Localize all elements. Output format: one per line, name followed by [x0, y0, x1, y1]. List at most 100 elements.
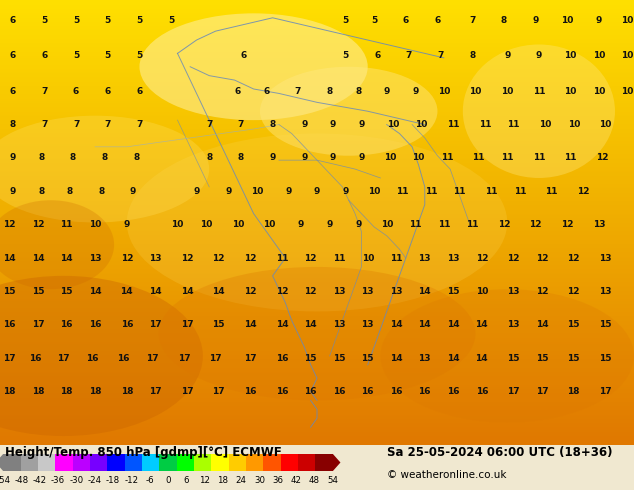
Text: 10: 10: [501, 87, 514, 96]
Text: 18: 18: [32, 387, 44, 396]
Text: -24: -24: [87, 476, 102, 486]
Text: 13: 13: [361, 320, 374, 329]
Text: 9: 9: [327, 220, 333, 229]
Text: 14: 14: [447, 320, 460, 329]
Text: 5: 5: [371, 16, 377, 24]
Text: 14: 14: [181, 287, 193, 296]
Text: 17: 17: [3, 354, 16, 363]
Text: 9: 9: [314, 187, 320, 196]
Text: 12: 12: [304, 287, 317, 296]
Text: 14: 14: [60, 253, 73, 263]
Text: 15: 15: [447, 287, 460, 296]
Bar: [246, 454, 264, 471]
Text: © weatheronline.co.uk: © weatheronline.co.uk: [387, 470, 506, 480]
Text: 15: 15: [361, 354, 374, 363]
Text: 7: 7: [206, 120, 212, 129]
Text: 11: 11: [447, 120, 460, 129]
Text: 9: 9: [342, 187, 349, 196]
Text: 54: 54: [327, 476, 339, 486]
Text: 9: 9: [504, 51, 510, 60]
Text: 6: 6: [105, 87, 111, 96]
Text: 11: 11: [533, 153, 545, 163]
Bar: [38, 454, 55, 471]
Text: 9: 9: [285, 187, 292, 196]
Bar: [281, 454, 298, 471]
Text: 18: 18: [60, 387, 73, 396]
Text: 16: 16: [117, 354, 130, 363]
Text: 14: 14: [244, 320, 257, 329]
Text: 15: 15: [304, 354, 317, 363]
Text: 11: 11: [409, 220, 422, 229]
Text: 9: 9: [358, 153, 365, 163]
Text: 16: 16: [276, 387, 288, 396]
Text: 17: 17: [599, 387, 612, 396]
Text: 13: 13: [507, 320, 520, 329]
Text: 17: 17: [209, 354, 222, 363]
Text: 11: 11: [276, 253, 288, 263]
Text: 12: 12: [3, 220, 16, 229]
Text: Height/Temp. 850 hPa [gdmp][°C] ECMWF: Height/Temp. 850 hPa [gdmp][°C] ECMWF: [5, 446, 282, 459]
Text: 6: 6: [241, 51, 247, 60]
Text: 9: 9: [10, 153, 16, 163]
Text: 8: 8: [101, 153, 108, 163]
Text: 9: 9: [10, 187, 16, 196]
Text: 10: 10: [599, 120, 612, 129]
Text: 14: 14: [149, 287, 162, 296]
Text: 11: 11: [60, 220, 73, 229]
Text: 16: 16: [476, 387, 488, 396]
Text: 12: 12: [32, 220, 44, 229]
Text: 16: 16: [361, 387, 374, 396]
Text: 12: 12: [181, 253, 193, 263]
Text: 5: 5: [41, 16, 48, 24]
Text: 16: 16: [390, 387, 403, 396]
Ellipse shape: [0, 200, 114, 289]
Text: 11: 11: [453, 187, 466, 196]
Bar: [177, 454, 194, 471]
Text: 12: 12: [244, 253, 257, 263]
Text: 7: 7: [41, 120, 48, 129]
Text: 14: 14: [536, 320, 548, 329]
Ellipse shape: [127, 133, 507, 312]
Text: 8: 8: [327, 87, 333, 96]
Text: 8: 8: [38, 153, 44, 163]
Text: 12: 12: [567, 287, 580, 296]
Text: 14: 14: [447, 354, 460, 363]
Text: 12: 12: [244, 287, 257, 296]
Ellipse shape: [260, 67, 437, 156]
Text: 5: 5: [105, 16, 111, 24]
Text: 15: 15: [32, 287, 44, 296]
Text: 7: 7: [437, 51, 444, 60]
Text: 17: 17: [149, 387, 162, 396]
Text: 7: 7: [469, 16, 476, 24]
Text: 9: 9: [301, 120, 307, 129]
Text: 6: 6: [136, 87, 143, 96]
Bar: [90, 454, 107, 471]
Text: 14: 14: [390, 354, 403, 363]
Text: 6: 6: [41, 51, 48, 60]
Text: 6: 6: [10, 87, 16, 96]
Bar: [142, 454, 159, 471]
Text: -36: -36: [51, 476, 65, 486]
Text: 16: 16: [304, 387, 317, 396]
Text: 10: 10: [361, 253, 374, 263]
Text: 12: 12: [276, 287, 288, 296]
Text: 5: 5: [105, 51, 111, 60]
Text: 13: 13: [390, 287, 403, 296]
Text: 17: 17: [32, 320, 44, 329]
Text: 10: 10: [415, 120, 428, 129]
Text: 6: 6: [403, 16, 409, 24]
Text: 18: 18: [3, 387, 16, 396]
Text: -30: -30: [69, 476, 84, 486]
Text: 14: 14: [418, 320, 431, 329]
Text: 17: 17: [244, 354, 257, 363]
Text: 10: 10: [250, 187, 263, 196]
Text: 13: 13: [333, 287, 346, 296]
Text: 9: 9: [269, 153, 276, 163]
Text: 15: 15: [333, 354, 346, 363]
Text: 10: 10: [231, 220, 244, 229]
Text: 10: 10: [89, 220, 101, 229]
Text: 9: 9: [330, 153, 336, 163]
Text: 15: 15: [60, 287, 73, 296]
Text: 5: 5: [73, 16, 79, 24]
Text: 11: 11: [437, 220, 450, 229]
